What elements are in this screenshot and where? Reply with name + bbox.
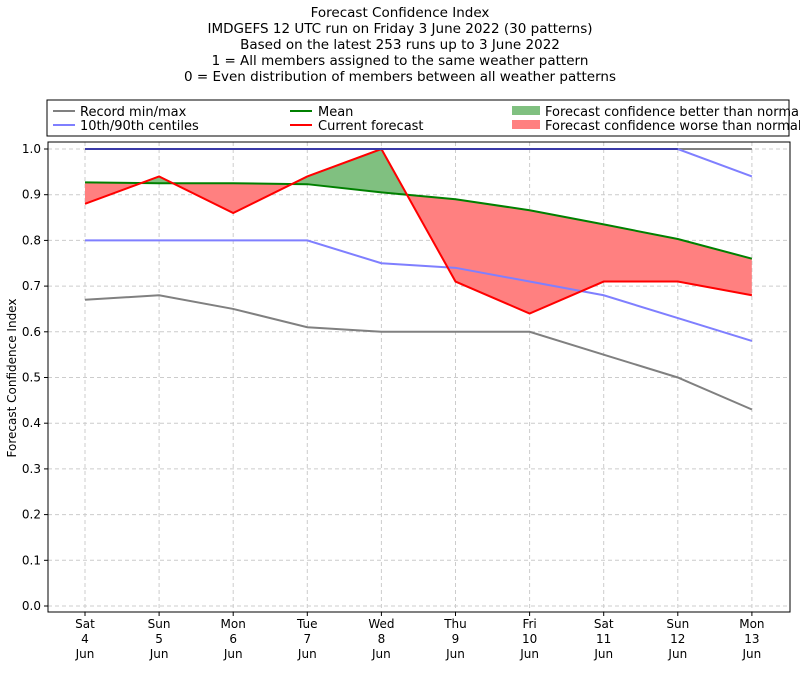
x-tick-label: Sat [594, 617, 614, 631]
legend-worse-swatch [512, 120, 540, 129]
y-tick-label: 0.0 [22, 599, 41, 613]
x-tick-label: Fri [522, 617, 536, 631]
y-axis-label: Forecast Confidence Index [5, 299, 19, 458]
confidence-fills [85, 149, 752, 314]
legend-worse: Forecast confidence worse than normal [545, 119, 800, 134]
centile-90-line [85, 148, 753, 178]
x-tick-label: Jun [297, 647, 317, 661]
x-tick-label: 7 [303, 632, 311, 646]
legend: Record min/max 10th/90th centiles Mean C… [46, 99, 800, 137]
title-line: Forecast Confidence Index [311, 5, 490, 21]
x-tick-label: Jun [593, 647, 613, 661]
x-tick-label: 4 [81, 632, 89, 646]
mean-line [84, 181, 753, 260]
x-tick-label: 11 [596, 632, 611, 646]
x-tick-label: Jun [445, 647, 465, 661]
y-tick-label: 0.9 [22, 188, 41, 202]
centile-10-line [85, 239, 753, 342]
axis-ticks: 0.00.10.20.30.40.50.60.70.80.91.0Sat4Jun… [22, 142, 765, 661]
x-tick-label: Tue [296, 617, 318, 631]
y-tick-label: 0.6 [22, 325, 41, 339]
x-tick-label: Mon [221, 617, 246, 631]
x-tick-label: Mon [739, 617, 764, 631]
x-tick-label: Jun [149, 647, 169, 661]
fill-better-than-normal [85, 149, 752, 259]
x-tick-label: Sat [75, 617, 95, 631]
y-tick-label: 0.2 [22, 508, 41, 522]
x-tick-label: 12 [670, 632, 685, 646]
series-lines [84, 147, 753, 411]
x-tick-label: Jun [75, 647, 95, 661]
title-line: Based on the latest 253 runs up to 3 Jun… [240, 37, 560, 53]
y-tick-label: 1.0 [22, 142, 41, 156]
y-tick-label: 0.8 [22, 233, 41, 247]
x-tick-label: 9 [452, 632, 460, 646]
x-tick-label: Jun [223, 647, 243, 661]
y-tick-label: 0.3 [22, 462, 41, 476]
title-line: 0 = Even distribution of members between… [184, 69, 616, 85]
title-line: 1 = All members assigned to the same wea… [212, 53, 589, 69]
fill-worse-than-normal [85, 182, 752, 314]
x-tick-label: Wed [368, 617, 394, 631]
y-tick-label: 0.4 [22, 416, 41, 430]
x-tick-label: 8 [378, 632, 386, 646]
legend-current: Current forecast [318, 119, 424, 134]
x-tick-label: Jun [742, 647, 762, 661]
x-tick-label: Sun [666, 617, 689, 631]
legend-better: Forecast confidence better than normal [545, 105, 800, 120]
legend-better-swatch [512, 106, 540, 115]
x-tick-label: 6 [229, 632, 237, 646]
y-tick-label: 0.1 [22, 553, 41, 567]
x-tick-label: 5 [155, 632, 163, 646]
y-tick-label: 0.5 [22, 371, 41, 385]
y-tick-label: 0.7 [22, 279, 41, 293]
legend-mean: Mean [318, 105, 353, 120]
x-tick-label: Sun [148, 617, 171, 631]
x-tick-label: 10 [522, 632, 537, 646]
x-tick-label: Jun [667, 647, 687, 661]
x-tick-label: 13 [744, 632, 759, 646]
x-tick-label: Jun [519, 647, 539, 661]
title-line: IMDGEFS 12 UTC run on Friday 3 June 2022… [207, 21, 592, 37]
legend-record: Record min/max [80, 105, 187, 120]
record-min-line [84, 294, 753, 411]
current-forecast-line [84, 147, 753, 315]
x-tick-label: Thu [443, 617, 467, 631]
x-tick-label: Jun [371, 647, 391, 661]
legend-centiles: 10th/90th centiles [80, 119, 199, 134]
